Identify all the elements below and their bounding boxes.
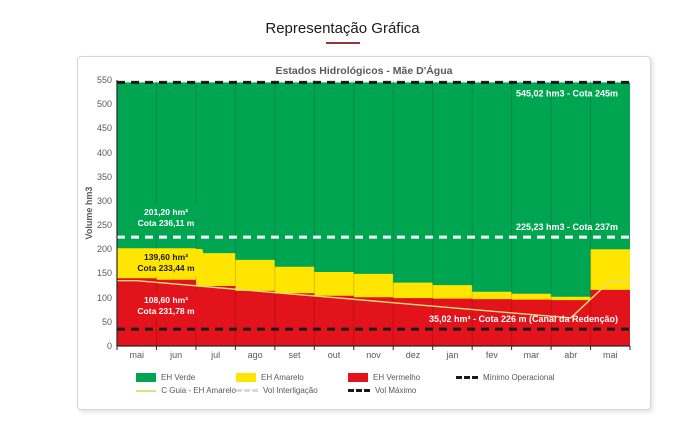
legend: EH Verde EH Amarelo EH Vermelho Mínimo Oper… bbox=[136, 373, 636, 399]
legend-label: EH Vermelho bbox=[373, 373, 421, 382]
y-tick-label: 0 bbox=[106, 341, 112, 351]
annotation-box bbox=[129, 292, 203, 319]
x-tick-label: nov bbox=[366, 350, 381, 360]
legend-label: C Guia - EH Amarelo bbox=[161, 386, 236, 395]
x-tick-label: jul bbox=[211, 350, 221, 360]
x-tick-label: fev bbox=[485, 350, 498, 360]
y-tick-label: 550 bbox=[96, 75, 112, 85]
legend-label: Vol Máximo bbox=[375, 386, 417, 395]
y-tick-label: 100 bbox=[96, 292, 112, 303]
legend-swatch-dash bbox=[348, 389, 370, 392]
legend-item: EH Vermelho bbox=[348, 373, 456, 382]
annotation-text: Cota 231,78 m bbox=[137, 306, 195, 316]
legend-swatch-line bbox=[136, 389, 157, 392]
x-tick-label: ago bbox=[247, 350, 263, 360]
legend-item: Mínimo Operacional bbox=[456, 373, 616, 382]
y-tick-label: 50 bbox=[101, 316, 112, 327]
legend-swatch-dash bbox=[456, 376, 478, 379]
x-tick-label: set bbox=[288, 350, 301, 360]
annotation-text: Cota 236,11 m bbox=[138, 218, 195, 228]
refline-label: 545,02 hm3 - Cota 245m bbox=[516, 88, 618, 98]
title-underline bbox=[326, 42, 360, 44]
y-tick-label: 150 bbox=[96, 268, 112, 279]
legend-swatch-area bbox=[136, 373, 156, 382]
legend-label: EH Verde bbox=[161, 373, 196, 382]
y-tick-label: 250 bbox=[96, 220, 112, 231]
y-tick-label: 200 bbox=[96, 244, 112, 255]
y-tick-label: 500 bbox=[96, 99, 112, 110]
legend-label: Mínimo Operacional bbox=[483, 373, 555, 382]
refline-label: 225,23 hm3 - Cota 237m bbox=[516, 222, 618, 232]
y-axis-labels: 0 50 100 150 200 250 300 350 400 450 500 550 bbox=[78, 57, 112, 409]
legend-swatch-dash bbox=[236, 389, 258, 392]
page-title: Representação Gráfica bbox=[265, 20, 420, 37]
annotation-text: Cota 233,44 m bbox=[137, 263, 195, 273]
line-c-guia bbox=[117, 279, 630, 319]
annotation-text: 108,60 hm³ bbox=[144, 295, 188, 305]
x-tick-label: mai bbox=[603, 350, 618, 360]
annotation-text: 139,60 hm³ bbox=[144, 252, 188, 262]
legend-label: EH Amarelo bbox=[261, 373, 304, 382]
legend-item: Vol Interligação bbox=[236, 386, 348, 395]
x-tick-label: jan bbox=[446, 350, 459, 360]
y-tick-label: 350 bbox=[96, 171, 112, 182]
legend-row: C Guia - EH Amarelo Vol Interligação Vol M… bbox=[136, 386, 636, 395]
plot-svg: 545,02 hm3 - Cota 245m 225,23 hm3 - Cota … bbox=[116, 80, 631, 350]
legend-row: EH Verde EH Amarelo EH Vermelho Mínimo Oper… bbox=[136, 373, 636, 382]
y-tick-label: 400 bbox=[96, 147, 112, 158]
x-tick-label: mai bbox=[129, 350, 144, 360]
x-tick-label: abr bbox=[564, 350, 578, 360]
x-tick-label: out bbox=[327, 350, 341, 360]
x-axis-labels: mai jun jul ago set out nov dez jan fev mar abr mai bbox=[117, 350, 630, 364]
legend-swatch-area bbox=[236, 373, 256, 382]
y-tick-label: 450 bbox=[96, 123, 112, 134]
legend-label: Vol Interligação bbox=[263, 386, 318, 395]
y-tick-label: 300 bbox=[96, 195, 112, 206]
refline-label: 35,02 hm³ - Cota 226 m (Canal da Redençã… bbox=[429, 314, 618, 324]
legend-item: EH Verde bbox=[136, 373, 236, 382]
x-tick-label: dez bbox=[405, 350, 421, 360]
chart-card: Estados Hidrológicos - Mãe D'Água Volume… bbox=[77, 56, 651, 410]
annotation-box bbox=[129, 249, 203, 276]
annotation-box bbox=[129, 204, 203, 231]
legend-item: Vol Máximo bbox=[348, 386, 456, 395]
x-tick-label: mar bbox=[523, 350, 540, 360]
chart-title: Estados Hidrológicos - Mãe D'Água bbox=[275, 65, 453, 77]
legend-swatch-area bbox=[348, 373, 368, 382]
legend-item: EH Amarelo bbox=[236, 373, 348, 382]
annotation-text: 201,20 hm³ bbox=[144, 207, 188, 217]
legend-item: C Guia - EH Amarelo bbox=[136, 386, 236, 395]
x-tick-label: jun bbox=[170, 350, 183, 360]
